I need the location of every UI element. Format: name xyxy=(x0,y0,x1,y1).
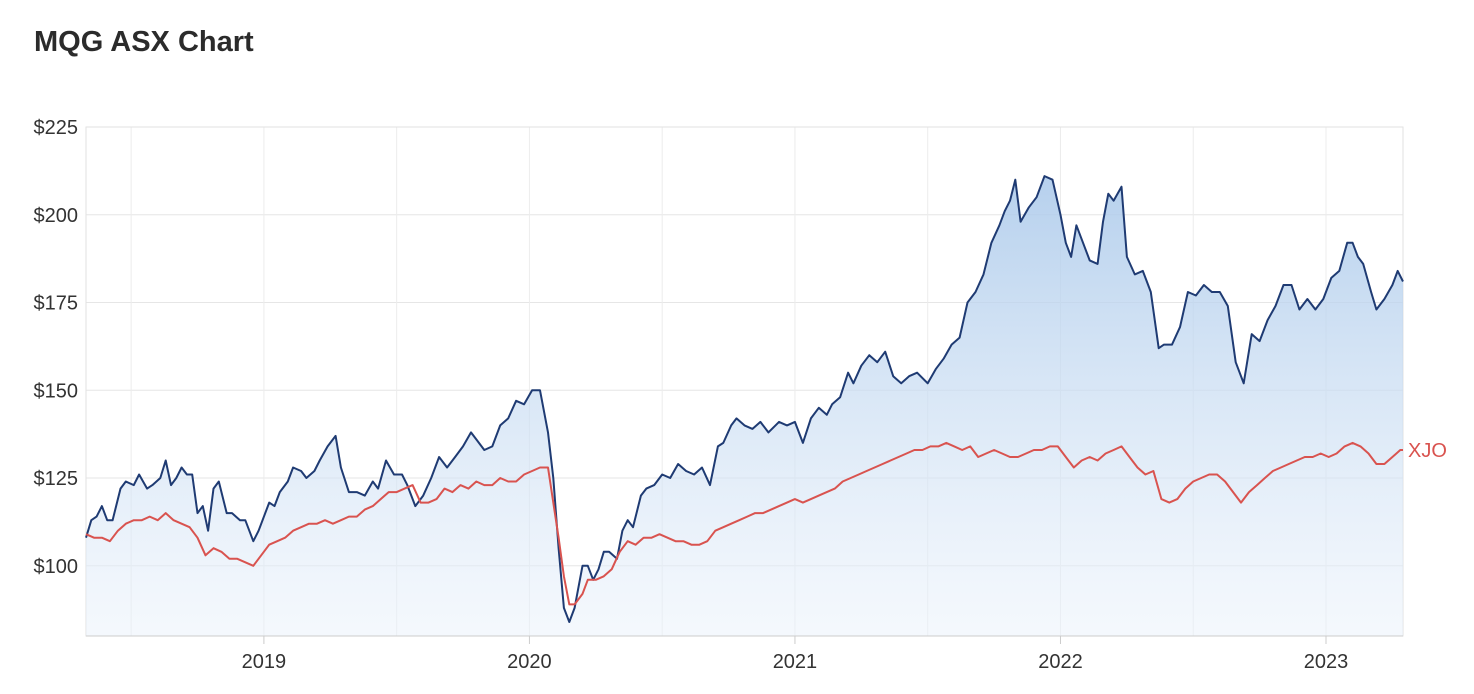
y-tick-label: $125 xyxy=(34,468,79,490)
series-lines xyxy=(85,175,1404,623)
x-tick-label: 2023 xyxy=(1304,651,1349,673)
x-tick-label: 2019 xyxy=(242,651,287,673)
axes: $225 $200 $175 $150 $125 $100 2019 2020 2021 2022… xyxy=(34,117,1447,673)
area-layer xyxy=(86,176,1403,636)
chart-title: MQG ASX Chart xyxy=(34,26,254,58)
mqg-price-line xyxy=(85,175,1404,623)
xjo-index-line xyxy=(85,441,1403,606)
y-tick-label: $100 xyxy=(34,556,79,578)
y-tick-label: $200 xyxy=(34,205,79,227)
series-area-fill xyxy=(86,176,1403,636)
x-tick-label: 2020 xyxy=(507,651,552,673)
y-tick-label: $150 xyxy=(34,380,79,402)
x-tick-label: 2022 xyxy=(1038,651,1083,673)
x-tick-label: 2021 xyxy=(773,651,818,673)
y-tick-label: $225 xyxy=(34,117,79,139)
y-tick-label: $175 xyxy=(34,293,79,315)
series-label-xjo: XJO xyxy=(1408,440,1447,462)
